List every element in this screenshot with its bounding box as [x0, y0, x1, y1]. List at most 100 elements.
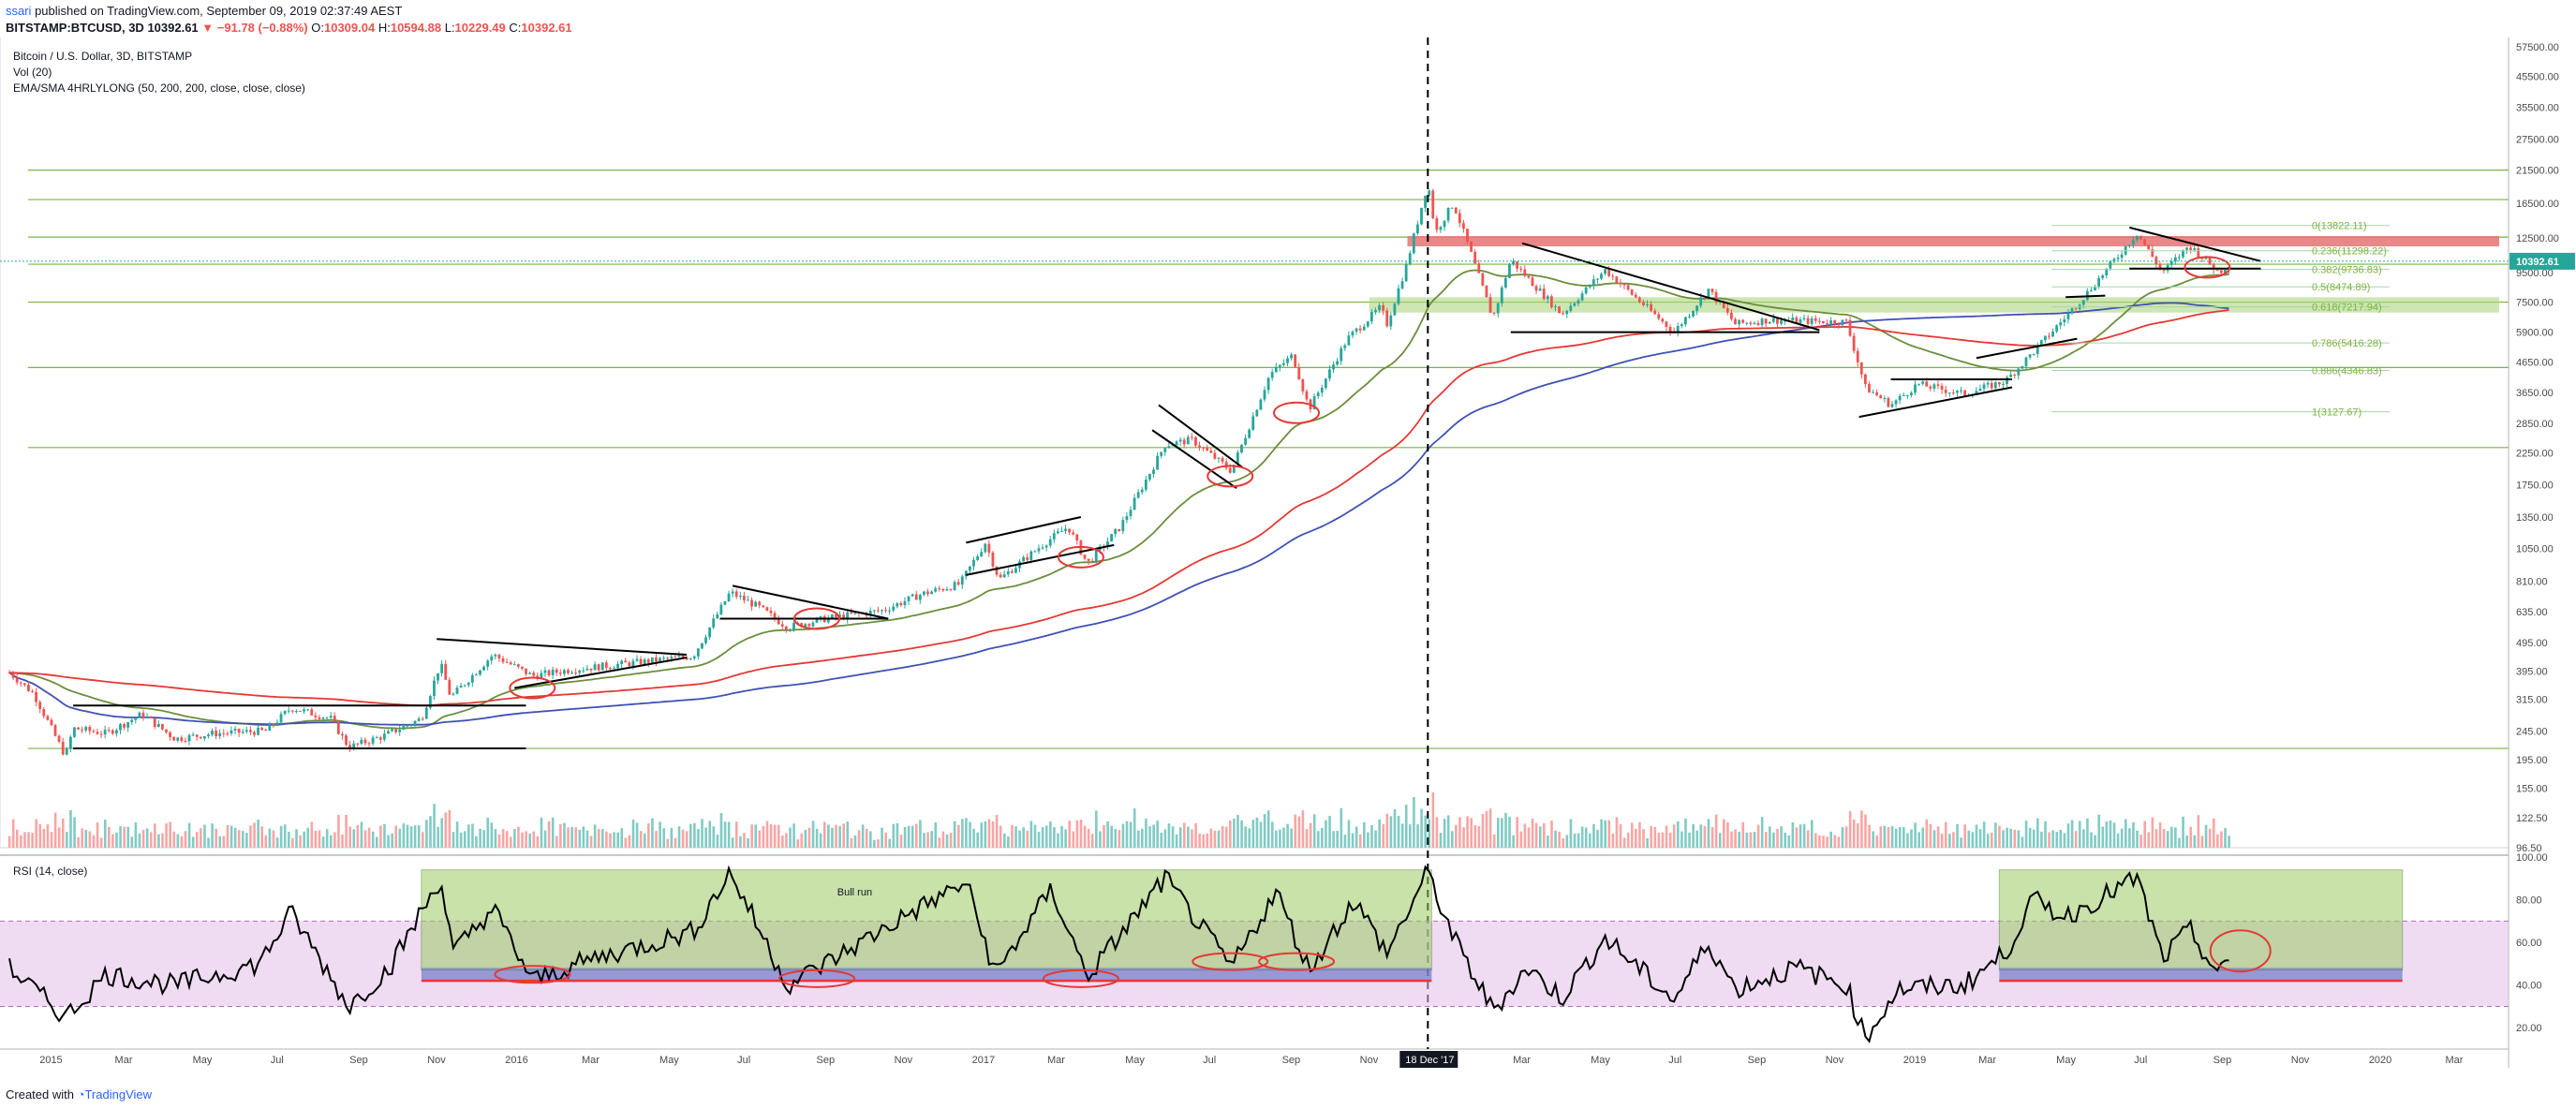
candle-body — [46, 716, 50, 720]
volume-bar — [628, 835, 631, 848]
candle-body — [1730, 312, 1733, 319]
volume-bar — [1328, 816, 1331, 848]
candle-body — [918, 595, 922, 600]
legend-title[interactable]: Bitcoin / U.S. Dollar, 3D, BITSTAMP — [13, 50, 193, 63]
candle-body — [1156, 455, 1160, 470]
volume-bar — [2074, 831, 2078, 848]
candle-body — [1175, 441, 1178, 446]
volume-bar — [1133, 808, 1136, 848]
candle-body — [727, 593, 731, 601]
volume-bar — [2028, 827, 2032, 848]
volume-bar — [769, 823, 773, 848]
tradingview-link[interactable]: TradingView — [84, 1087, 153, 1102]
volume-bar — [1745, 832, 1749, 848]
candle-body — [1676, 326, 1680, 333]
trend-line — [1858, 386, 2013, 419]
price-axis-tick: 16500.00 — [2516, 199, 2559, 210]
candle-body — [2169, 261, 2173, 265]
volume-bar — [1072, 831, 1075, 848]
candle-body — [479, 670, 481, 675]
candle-body — [509, 662, 512, 665]
candle-body — [2039, 340, 2043, 346]
legend-volume[interactable]: Vol (20) — [13, 66, 52, 79]
volume-bar — [1087, 828, 1090, 848]
candle-body — [1986, 382, 1990, 385]
candle-body — [2177, 257, 2181, 259]
candle-body — [130, 719, 134, 723]
volume-bar — [1191, 829, 1193, 848]
volume-bar — [1864, 814, 1867, 848]
candle-body — [2173, 257, 2177, 262]
volume-bar — [1814, 833, 1817, 848]
price-chart[interactable]: 0(13822.11) 0.236(11298.22) 0.382(9736.83)… — [0, 37, 2576, 1087]
candle-body — [1527, 275, 1531, 278]
bull-run-box — [421, 869, 1432, 971]
candle-body — [1029, 551, 1033, 560]
volume-bar — [1485, 810, 1488, 848]
volume-bar — [149, 832, 153, 848]
candle-body — [685, 657, 688, 660]
candle-body — [375, 737, 378, 739]
volume-bar — [1145, 818, 1147, 848]
candle-body — [1997, 381, 2001, 385]
publish-info: ssari published on TradingView.com, Sept… — [6, 4, 402, 18]
volume-bar — [1198, 833, 1201, 848]
volume-bar — [1665, 825, 1668, 848]
candle-body — [2101, 275, 2105, 278]
candle-body — [892, 606, 896, 611]
candle-body — [2048, 335, 2050, 337]
volume-bar — [563, 822, 566, 848]
author-link[interactable]: ssari — [6, 4, 32, 18]
volume-bar — [1462, 827, 1465, 848]
volume-bar — [1075, 820, 1079, 848]
volume-bar — [2078, 821, 2081, 848]
price-change: ▼ −91.78 (−0.88%) — [201, 21, 308, 35]
candle-body — [670, 657, 674, 659]
rsi-title[interactable]: RSI (14, close) — [13, 865, 88, 878]
chart-legend: Bitcoin / U.S. Dollar, 3D, BITSTAMP Vol … — [13, 49, 305, 96]
candle-body — [2131, 240, 2135, 245]
candle-body — [2151, 249, 2154, 258]
volume-bar — [1844, 826, 1848, 848]
volume-bar — [218, 835, 222, 848]
fib-level-label: 0.236(11298.22) — [2312, 246, 2387, 258]
candle-body — [1404, 263, 1408, 282]
time-axis-tick: Sep — [1282, 1055, 1301, 1066]
volume-bar — [1026, 831, 1029, 848]
volume-bar — [1251, 820, 1255, 848]
candle-body — [96, 732, 99, 734]
candle-body — [1037, 548, 1041, 552]
volume-bar — [643, 833, 646, 848]
volume-bar — [35, 819, 37, 848]
price-axis-tick: 3650.00 — [2516, 388, 2554, 399]
volume-bar — [747, 837, 749, 848]
volume-bar — [31, 833, 34, 848]
candle-body — [2154, 257, 2158, 265]
candle-body — [1424, 195, 1427, 208]
candle-body — [333, 716, 336, 722]
candle-body — [1121, 520, 1125, 532]
candle-body — [1879, 395, 1883, 399]
volume-bar — [1160, 833, 1163, 848]
volume-bar — [2204, 824, 2208, 848]
volume-bar — [341, 835, 344, 848]
candle-body — [341, 733, 344, 736]
candle-body — [1626, 285, 1630, 290]
legend-ema[interactable]: EMA/SMA 4HRLYLONG (50, 200, 200, close, … — [13, 81, 305, 95]
volume-bar — [1416, 824, 1419, 848]
candle-body — [1488, 297, 1492, 313]
candle-body — [1683, 317, 1687, 325]
price-axis-tick: 27500.00 — [2516, 135, 2559, 146]
volume-bar — [1707, 819, 1710, 848]
volume-bar — [1049, 821, 1052, 848]
volume-bar — [589, 835, 593, 848]
volume-bar — [245, 833, 248, 848]
candle-body — [153, 717, 156, 727]
volume-bar — [651, 818, 654, 848]
volume-bar — [884, 832, 887, 848]
volume-bar — [2036, 818, 2039, 848]
volume-bar — [582, 826, 585, 848]
volume-bar — [965, 818, 968, 848]
candle-body — [1068, 528, 1072, 533]
volume-bar — [1110, 825, 1113, 848]
